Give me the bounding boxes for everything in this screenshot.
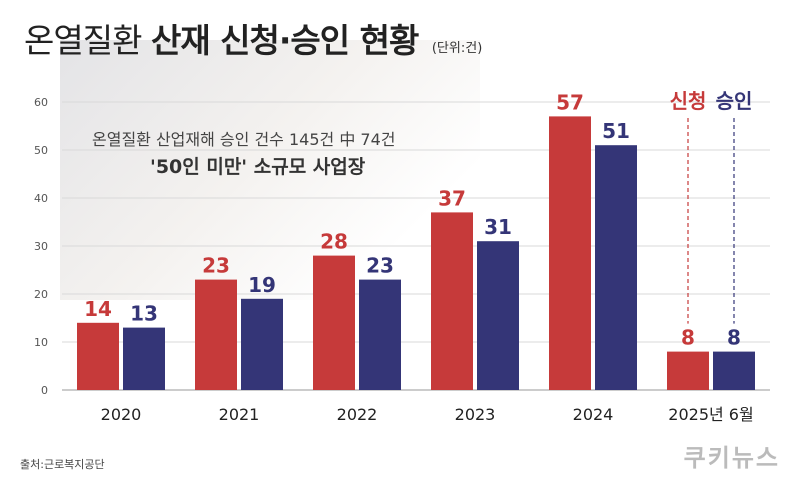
bar-approve — [123, 327, 165, 390]
publisher-logo: 쿠키뉴스 — [683, 444, 780, 472]
bar-apply — [667, 351, 709, 390]
bar-apply — [549, 116, 591, 391]
data-label: 8 — [727, 326, 741, 350]
legend-label: 승인 — [716, 89, 753, 113]
x-tick-label: 2024 — [573, 405, 614, 424]
data-label: 31 — [484, 215, 512, 239]
labels-layer: 14 13 2020 23 19 2021 28 23 2022 37 31 2023 57 51 2024… — [84, 90, 754, 424]
bar-approve — [477, 241, 519, 390]
bar-approve — [595, 145, 637, 390]
y-tick-label: 60 — [34, 96, 48, 109]
bar-apply — [195, 279, 237, 390]
unit-label: (단위:건) — [431, 41, 483, 56]
data-label: 57 — [556, 90, 584, 114]
x-tick-label: 2022 — [337, 405, 378, 424]
legend-layer: 신청 승인 — [670, 89, 753, 324]
legend-label: 신청 — [670, 89, 707, 113]
y-tick-label: 50 — [34, 144, 48, 157]
x-tick-label: 2020 — [101, 405, 142, 424]
y-tick-label: 30 — [34, 240, 48, 253]
page-title: 온열질환 산재 신청·승인 현황 (단위:건) — [24, 14, 482, 62]
data-label: 8 — [681, 326, 695, 350]
title-light: 온열질환 — [24, 21, 142, 60]
bar-apply — [431, 212, 473, 390]
data-label: 51 — [602, 119, 630, 143]
title-bold: 산재 신청·승인 현황 — [150, 21, 419, 60]
data-label: 13 — [130, 302, 158, 326]
data-label: 23 — [366, 254, 394, 278]
x-tick-label: 2023 — [455, 405, 496, 424]
y-tick-label: 20 — [34, 288, 48, 301]
bar-apply — [77, 322, 119, 390]
bar-approve — [713, 351, 755, 390]
bar-approve — [241, 298, 283, 390]
data-label: 37 — [438, 186, 466, 210]
data-label: 28 — [320, 230, 348, 254]
bar-approve — [359, 279, 401, 390]
annotation-line1: 온열질환 산업재해 승인 건수 145건 中 74건 — [92, 130, 396, 149]
y-tick-label: 40 — [34, 192, 48, 205]
data-label: 19 — [248, 273, 276, 297]
y-tick-label: 0 — [41, 384, 48, 397]
bars-layer — [77, 116, 755, 391]
data-label: 23 — [202, 254, 230, 278]
x-tick-label: 2021 — [219, 405, 260, 424]
bar-apply — [313, 255, 355, 390]
data-label: 14 — [84, 297, 112, 321]
annotation-line2: '50인 미만' 소규모 사업장 — [150, 156, 366, 178]
grid-layer: 0 10 20 30 40 50 60 — [34, 96, 770, 397]
x-tick-label: 2025년 6월 — [668, 405, 753, 424]
source-note: 출처:근로복지공단 — [20, 458, 105, 471]
y-tick-label: 10 — [34, 336, 48, 349]
